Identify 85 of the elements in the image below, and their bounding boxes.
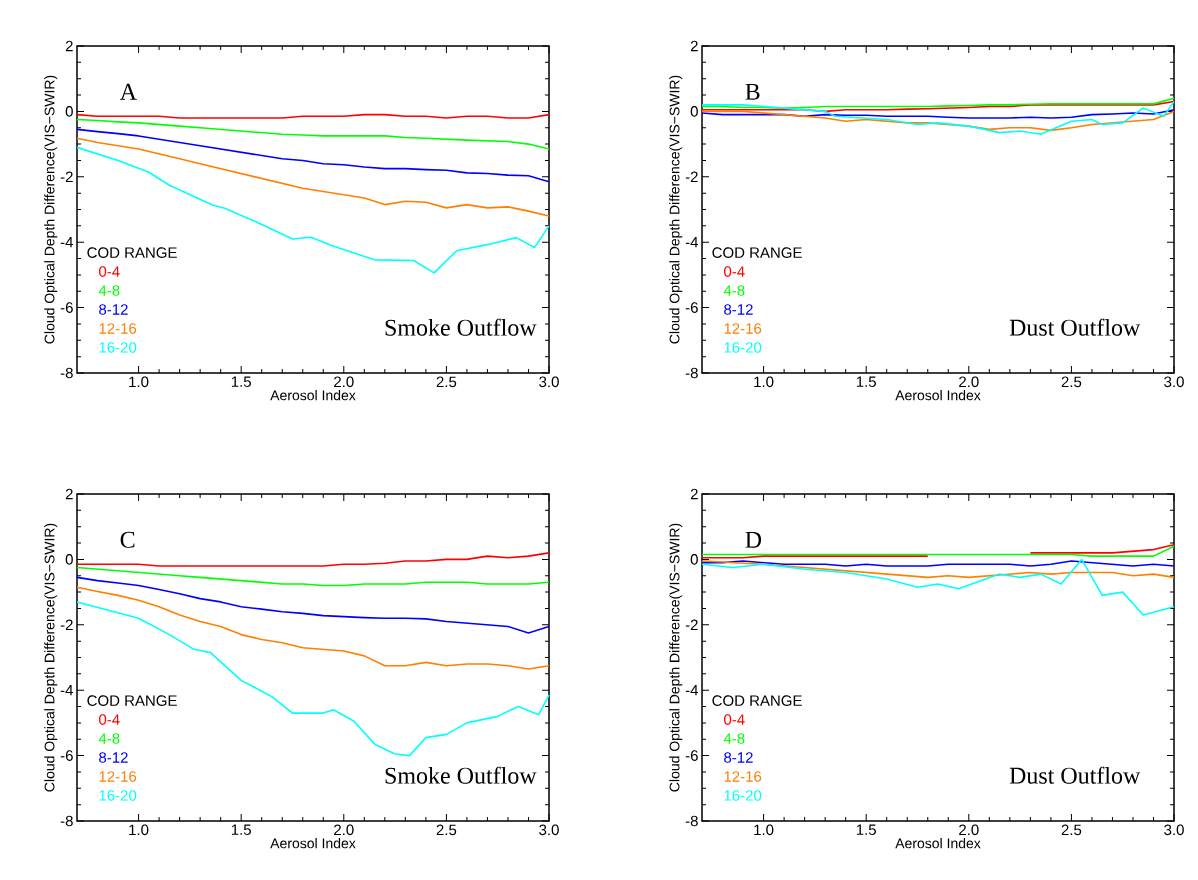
x-tick-label: 2.5 <box>436 376 457 388</box>
text: 16-20 <box>724 790 762 801</box>
legend-title: COD RANGE <box>87 695 177 706</box>
x-tick-label: 2.0 <box>959 376 979 388</box>
legend-title: COD RANGE <box>712 247 802 258</box>
y-axis-title: Cloud Optical Depth Difference(VIS−SWIR) <box>669 75 683 344</box>
y-tick-label: 2 <box>65 488 73 500</box>
y-tick-label: -4 <box>685 685 699 696</box>
text: 16-20 <box>724 342 762 353</box>
y-tick-label: -6 <box>685 750 698 761</box>
annotation: D <box>745 531 762 548</box>
x-axis-title: Aerosol Index <box>270 838 356 849</box>
x-tick-label: 1.5 <box>856 376 876 387</box>
y-tick-label: -6 <box>60 750 73 761</box>
x-tick-label: 1.0 <box>754 824 774 836</box>
text: 8-12 <box>724 752 753 763</box>
x-tick-label: 2.0 <box>959 824 979 836</box>
x-axis-title: Aerosol Index <box>895 390 981 401</box>
annotation: B <box>745 83 760 100</box>
y-tick-label: 0 <box>690 106 698 117</box>
text: 8-12 <box>99 752 128 763</box>
text: 0-4 <box>99 266 120 277</box>
x-tick-label: 2.0 <box>334 824 354 836</box>
legend-title: COD RANGE <box>87 247 177 258</box>
y-tick-label: -4 <box>60 237 74 248</box>
text: 0-4 <box>724 714 745 725</box>
text: 16-20 <box>99 342 137 353</box>
text: 0-4 <box>724 266 745 277</box>
y-tick-label: -4 <box>60 685 74 696</box>
y-tick-label: -6 <box>685 302 698 313</box>
y-tick-label: -8 <box>685 367 698 379</box>
y-tick-label: -8 <box>60 367 73 379</box>
annotation: Smoke Outflow <box>385 766 537 784</box>
text: 8-12 <box>724 304 753 315</box>
text: 12-16 <box>99 771 137 782</box>
x-tick-label: 3.0 <box>1164 824 1184 836</box>
text: 8-12 <box>99 304 128 315</box>
y-tick-label: -4 <box>685 237 699 248</box>
annotation: Dust Outflow <box>1009 766 1141 784</box>
y-tick-label: 2 <box>65 40 73 52</box>
y-tick-label: -2 <box>60 171 73 183</box>
annotation: C <box>120 531 135 548</box>
x-axis-title: Aerosol Index <box>895 838 981 849</box>
y-tick-label: 0 <box>690 554 698 565</box>
y-tick-label: -2 <box>685 619 698 631</box>
text: 12-16 <box>724 323 762 334</box>
y-axis-title: Cloud Optical Depth Difference(VIS−SWIR) <box>44 75 58 344</box>
text: 4-8 <box>723 733 745 744</box>
y-tick-label: -8 <box>685 815 698 827</box>
annotation: Smoke Outflow <box>385 318 537 336</box>
y-tick-label: 0 <box>65 554 73 565</box>
x-tick-label: 2.5 <box>1061 824 1082 836</box>
y-tick-label: 2 <box>690 40 698 52</box>
text: 4-8 <box>98 733 120 744</box>
x-tick-label: 1.0 <box>129 376 149 388</box>
x-axis-title: Aerosol Index <box>270 390 356 401</box>
x-tick-label: 1.5 <box>231 376 251 387</box>
x-tick-label: 2.5 <box>436 824 457 836</box>
x-tick-label: 3.0 <box>539 824 559 836</box>
y-tick-label: 0 <box>65 106 73 117</box>
x-tick-label: 1.5 <box>856 824 876 835</box>
y-tick-label: -2 <box>685 171 698 183</box>
x-tick-label: 2.0 <box>334 376 354 388</box>
text: 16-20 <box>99 790 137 801</box>
text: 12-16 <box>724 771 762 782</box>
x-tick-label: 3.0 <box>1164 376 1184 388</box>
text: 4-8 <box>723 285 745 296</box>
y-axis-title: Cloud Optical Depth Difference(VIS−SWIR) <box>44 523 58 792</box>
text: 4-8 <box>98 285 120 296</box>
x-tick-label: 3.0 <box>539 376 559 388</box>
y-tick-label: -2 <box>60 619 73 631</box>
legend-title: COD RANGE <box>712 695 802 706</box>
text: 0-4 <box>99 714 120 725</box>
y-tick-label: -8 <box>60 815 73 827</box>
text: 12-16 <box>99 323 137 334</box>
annotation: A <box>119 83 137 100</box>
line-series <box>701 558 1175 616</box>
x-tick-label: 1.0 <box>129 824 149 836</box>
x-tick-label: 1.0 <box>754 376 774 388</box>
y-axis-title: Cloud Optical Depth Difference(VIS−SWIR) <box>669 523 683 792</box>
y-tick-label: 2 <box>690 488 698 500</box>
x-tick-label: 1.5 <box>231 824 251 835</box>
annotation: Dust Outflow <box>1009 318 1141 336</box>
x-tick-label: 2.5 <box>1061 376 1082 388</box>
y-tick-label: -6 <box>60 302 73 313</box>
